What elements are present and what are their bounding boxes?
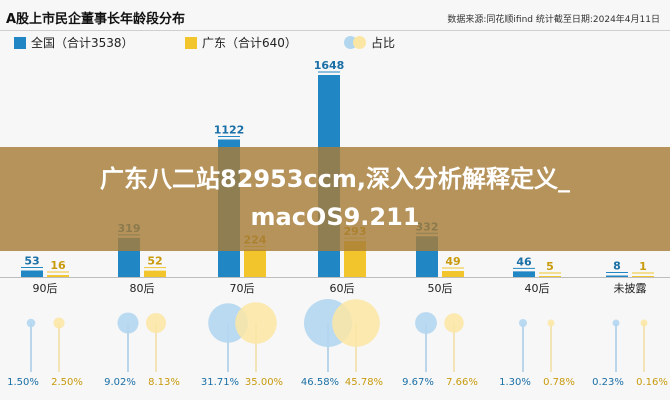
bar-national: [21, 270, 43, 277]
value-label-national: 1122: [214, 123, 245, 136]
overlay-banner-text: 广东八二站82953ccm,深入分析解释定义_ macOS9.211: [0, 160, 670, 236]
value-label-national: 1648: [314, 59, 345, 72]
value-label-guangdong: 52: [147, 255, 162, 268]
overlay-line-1: 广东八二站82953ccm,深入分析解释定义_: [99, 165, 571, 193]
bar-guangdong: [244, 249, 266, 277]
bar-national: [606, 275, 628, 277]
value-label-guangdong: 1: [639, 260, 647, 273]
category-label: 50后: [428, 282, 453, 295]
share-label-guangdong: 0.78%: [543, 377, 575, 388]
source-note: 数据来源:同花顺ifind 统计截至日期:2024年4月11日: [447, 15, 660, 25]
legend-swatch-guangdong: [185, 36, 197, 49]
bar-national: [513, 271, 535, 277]
share-bubble-national: [26, 318, 36, 328]
value-label-guangdong: 16: [50, 259, 66, 272]
share-bubble-national: [612, 319, 620, 327]
share-label-guangdong: 7.66%: [446, 377, 478, 388]
share-label-guangdong: 0.16%: [636, 377, 668, 388]
legend-label-guangdong: 广东（合计640）: [202, 36, 297, 50]
value-label-national: 53: [24, 255, 39, 268]
value-label-national: 8: [613, 260, 621, 273]
overlay-line-2: macOS9.211: [250, 203, 420, 231]
bar-guangdong: [144, 270, 166, 277]
category-label: 60后: [330, 282, 355, 295]
legend-item-share: 占比: [344, 34, 395, 51]
share-label-guangdong: 8.13%: [148, 377, 180, 388]
bar-guangdong: [632, 276, 654, 277]
share-label-national: 46.58%: [301, 377, 339, 388]
share-label-guangdong: 45.78%: [345, 377, 383, 388]
value-label-national: 46: [516, 255, 532, 268]
share-bubble-national: [117, 312, 139, 334]
bar-guangdong: [442, 270, 464, 277]
share-bubble-guangdong: [332, 299, 380, 347]
chart-title: A股上市民企董事长年龄段分布: [6, 12, 186, 27]
share-bubble-national: [415, 312, 437, 334]
share-label-national: 9.67%: [402, 377, 434, 388]
value-label-guangdong: 49: [445, 255, 460, 268]
category-label: 90后: [33, 282, 58, 295]
share-label-national: 9.02%: [104, 377, 136, 388]
bar-guangdong: [47, 275, 69, 277]
category-label: 未披露: [614, 281, 647, 295]
share-bubble-guangdong: [145, 312, 167, 334]
share-label-national: 31.71%: [201, 377, 239, 388]
share-bubble-guangdong: [547, 319, 555, 327]
legend-label-national: 全国（合计3538）: [31, 36, 134, 50]
share-bubble-guangdong: [444, 313, 464, 333]
legend-item-guangdong: 广东（合计640）: [185, 34, 297, 51]
legend-circle-guangdong: [353, 36, 366, 49]
header-divider: [0, 30, 670, 31]
share-label-national: 1.50%: [7, 377, 39, 388]
share-label-guangdong: 2.50%: [51, 377, 83, 388]
overlay-banner: [0, 147, 670, 251]
legend-item-national: 全国（合计3538）: [14, 34, 134, 51]
share-label-national: 1.30%: [499, 377, 531, 388]
category-label: 40后: [525, 282, 550, 295]
share-bubble-guangdong: [235, 302, 277, 344]
bar-guangdong: [539, 276, 561, 277]
value-label-guangdong: 5: [546, 260, 554, 273]
share-label-national: 0.23%: [592, 377, 624, 388]
share-label-guangdong: 35.00%: [245, 377, 283, 388]
category-label: 80后: [130, 282, 155, 295]
legend-label-share: 占比: [371, 36, 396, 50]
category-label: 70后: [230, 282, 255, 295]
share-bubble-national: [518, 318, 528, 328]
legend-swatch-national: [14, 36, 26, 49]
share-bubble-guangdong: [640, 319, 648, 327]
share-bubble-guangdong: [53, 317, 65, 329]
